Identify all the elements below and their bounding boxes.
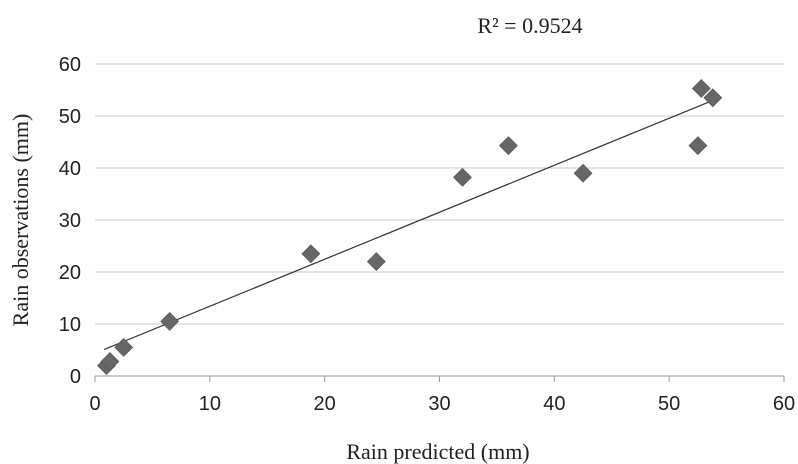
data-point-6 [366, 252, 386, 272]
y-tick-label-0: 0 [70, 366, 81, 388]
x-tick-label-0: 0 [89, 393, 100, 415]
x-tick-label-50: 50 [658, 393, 680, 415]
data-point-8 [498, 136, 518, 156]
y-tick-label-40: 40 [59, 158, 81, 180]
data-point-5 [301, 244, 321, 264]
gridlines [95, 63, 784, 325]
data-points [97, 79, 723, 376]
data-point-10 [688, 136, 708, 156]
y-tick-label-10: 10 [59, 314, 81, 336]
x-tick-label-60: 60 [773, 393, 795, 415]
data-point-9 [573, 163, 593, 183]
x-axis-title: Rain predicted (mm) [346, 439, 529, 464]
y-tick-label-60: 60 [59, 54, 81, 76]
x-tick-label-20: 20 [314, 393, 336, 415]
x-tick-label-40: 40 [543, 393, 565, 415]
data-point-7 [453, 167, 472, 187]
data-point-12 [703, 88, 723, 108]
data-point-2 [100, 352, 120, 371]
axes [94, 375, 785, 382]
y-tick-labels: 0 10 20 30 40 50 60 [59, 54, 81, 388]
r-squared-annotation: R² = 0.9524 [477, 13, 582, 38]
trendline [103, 99, 714, 351]
x-tick-labels: 0 10 20 30 40 50 60 [89, 393, 795, 415]
data-point-3 [114, 337, 134, 357]
y-tick-label-30: 30 [59, 210, 81, 232]
x-tick-label-10: 10 [199, 393, 221, 415]
y-axis-title: Rain observations (mm) [8, 114, 33, 327]
data-point-11 [691, 79, 711, 98]
y-tick-label-50: 50 [59, 106, 81, 128]
y-tick-label-20: 20 [59, 262, 81, 284]
data-point-4 [160, 311, 180, 331]
x-tick-label-30: 30 [428, 393, 450, 415]
trendline-group [103, 99, 714, 351]
